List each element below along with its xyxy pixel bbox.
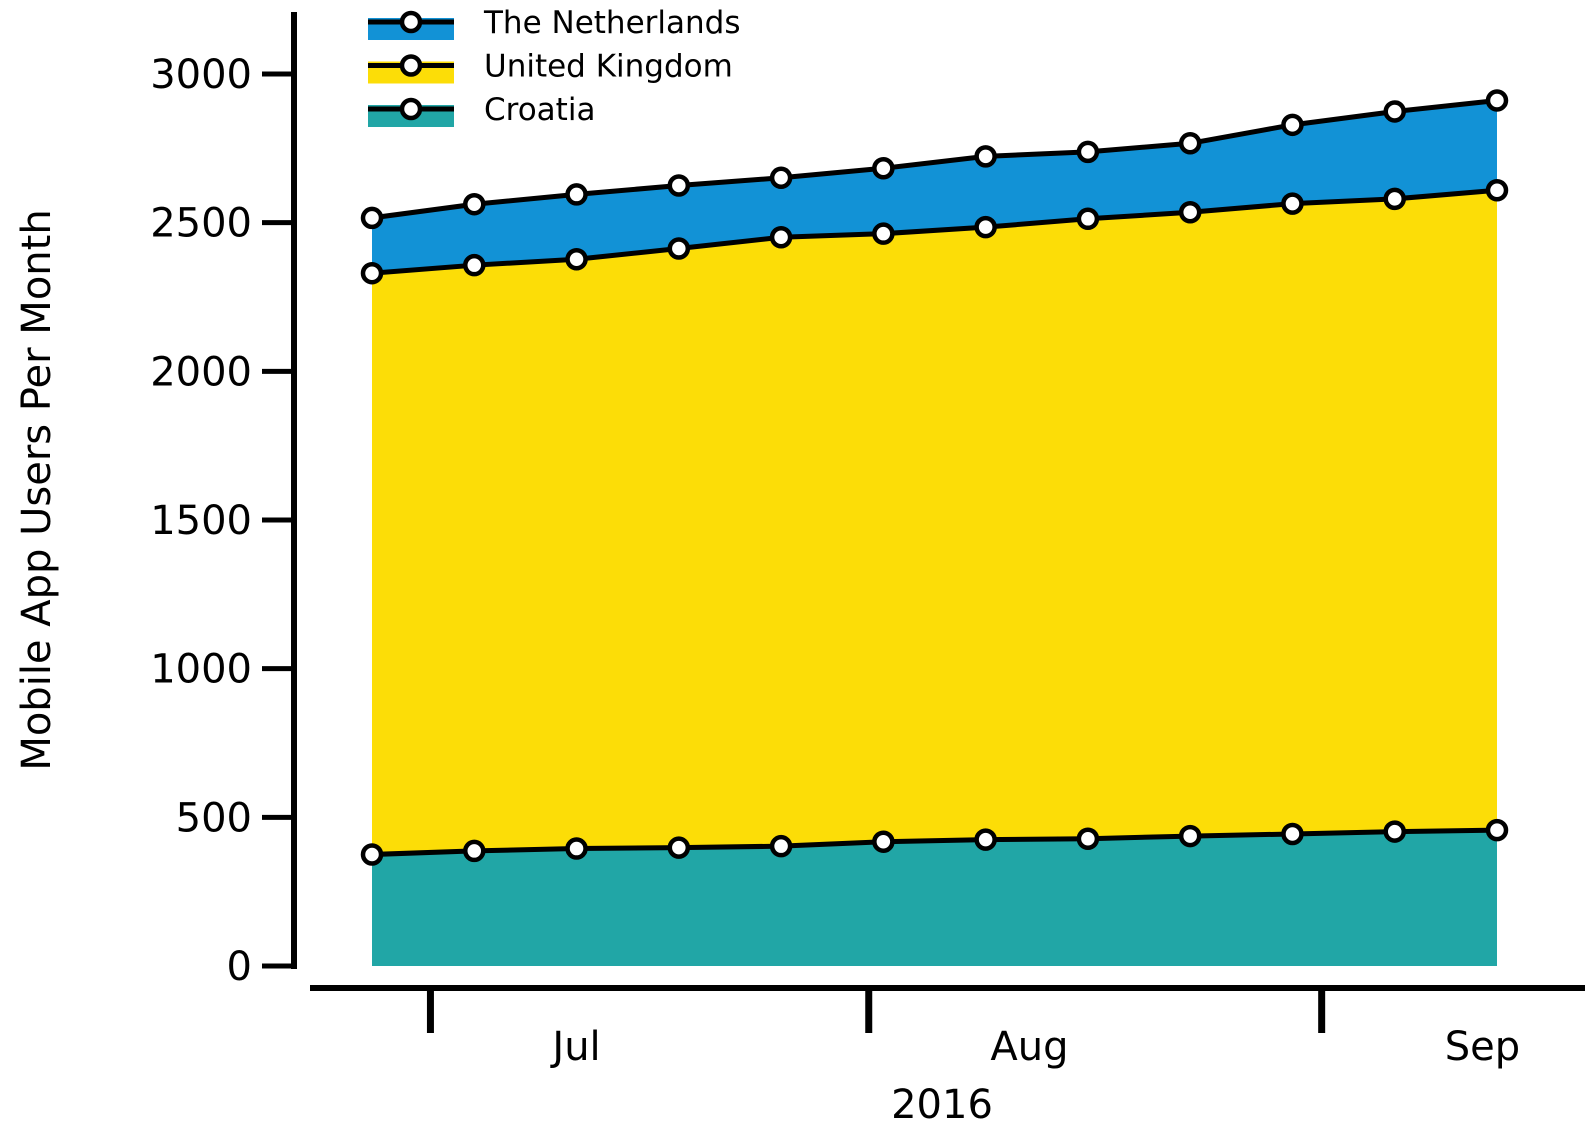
point-the-netherlands: [565, 183, 588, 206]
area-croatia: [372, 830, 1497, 966]
y-tick-label: 3000: [150, 52, 252, 98]
point-croatia: [872, 830, 895, 853]
point-croatia: [974, 828, 997, 851]
point-the-netherlands: [360, 206, 384, 230]
legend-label-united-kingdom: United Kingdom: [484, 49, 733, 85]
y-axis: 0 500 1000 1500 2000 2500 3000: [150, 12, 297, 990]
point-united-kingdom: [1383, 187, 1406, 211]
line-the-netherlands: [371, 97, 1498, 221]
y-tick-label: 2500: [150, 201, 252, 247]
x-tick-label: Jul: [549, 1024, 600, 1070]
line-croatia: [371, 827, 1498, 857]
point-croatia: [667, 836, 691, 859]
point-the-netherlands: [1178, 132, 1202, 155]
point-the-netherlands: [974, 145, 997, 168]
area-the-netherlands: [372, 100, 1497, 274]
point-united-kingdom: [1178, 201, 1202, 224]
point-the-netherlands: [1383, 100, 1406, 123]
x-tick-label: Sep: [1445, 1024, 1520, 1070]
y-tick-label: 1500: [150, 498, 252, 544]
point-united-kingdom: [872, 222, 895, 245]
point-croatia: [769, 834, 793, 858]
series-markers: [360, 89, 1509, 866]
y-axis-title: Mobile App Users Per Month: [14, 209, 60, 770]
x-axis-title: 2016: [891, 1082, 993, 1128]
series-lines: [371, 97, 1498, 857]
legend-label-croatia: Croatia: [484, 92, 595, 128]
point-croatia: [1178, 824, 1202, 848]
legend-marker: [399, 54, 423, 77]
point-croatia: [1383, 820, 1406, 843]
point-the-netherlands: [1485, 89, 1509, 112]
y-tick-label: 2000: [150, 349, 252, 395]
point-united-kingdom: [1281, 192, 1304, 215]
legend: The Netherlands United Kingdom Croatia: [368, 5, 740, 128]
point-croatia: [1281, 822, 1304, 846]
legend-label-the-netherlands: The Netherlands: [483, 5, 740, 41]
point-the-netherlands: [872, 157, 895, 180]
point-the-netherlands: [769, 166, 793, 190]
y-tick-label: 0: [227, 944, 252, 990]
x-tick-label: Aug: [990, 1024, 1068, 1070]
point-croatia: [360, 843, 384, 866]
point-united-kingdom: [463, 253, 486, 277]
point-croatia: [1076, 827, 1100, 850]
point-united-kingdom: [360, 261, 384, 285]
point-united-kingdom: [769, 225, 793, 249]
point-united-kingdom: [1485, 179, 1509, 202]
point-the-netherlands: [1281, 113, 1304, 137]
point-croatia: [1485, 818, 1509, 842]
y-tick-label: 500: [176, 795, 252, 841]
point-united-kingdom: [974, 215, 997, 239]
line-united-kingdom: [371, 187, 1498, 276]
point-croatia: [463, 839, 486, 863]
legend-marker: [399, 10, 423, 34]
point-united-kingdom: [667, 237, 691, 260]
y-tick-label: 1000: [150, 647, 252, 693]
point-the-netherlands: [667, 174, 691, 197]
point-croatia: [565, 837, 588, 860]
point-united-kingdom: [565, 247, 588, 271]
legend-marker: [399, 97, 423, 121]
point-the-netherlands: [1076, 140, 1100, 164]
point-united-kingdom: [1076, 207, 1100, 231]
area-united-kingdom: [372, 190, 1497, 855]
x-axis: Jul Aug Sep: [310, 985, 1585, 1070]
point-the-netherlands: [463, 192, 486, 216]
area-layers: [372, 100, 1497, 966]
